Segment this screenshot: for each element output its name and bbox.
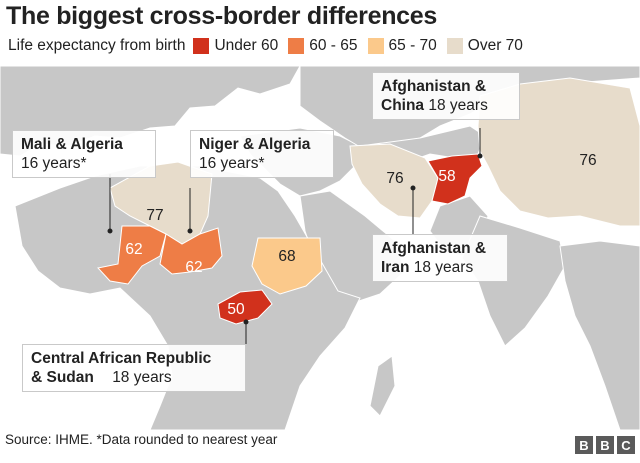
value-sudan: 68 xyxy=(278,248,295,265)
value-car: 50 xyxy=(227,301,245,318)
callout-pair: Niger & Algeria xyxy=(199,136,311,153)
callout-gap: 16 years* xyxy=(199,155,265,172)
callout-niger-algeria: Niger & Algeria 16 years* xyxy=(190,130,334,178)
country-niger xyxy=(159,227,223,275)
callout-pair: Central African Republic xyxy=(31,350,212,367)
callout-pair: China xyxy=(381,97,425,114)
legend-item-label: 60 - 65 xyxy=(309,37,358,54)
logo-letter: C xyxy=(617,436,635,454)
bbc-logo: B B C xyxy=(575,436,635,454)
legend-swatch xyxy=(367,38,384,54)
leader-lines xyxy=(107,128,483,344)
legend-item-label: 65 - 70 xyxy=(388,37,437,54)
map-area: 77 62 62 68 50 76 58 76 Mali & Algeria 1… xyxy=(0,66,640,430)
country-mali xyxy=(97,225,167,285)
callout-afghanistan-iran: Afghanistan & Iran 18 years xyxy=(372,234,508,282)
source-note: Source: IHME. *Data rounded to nearest y… xyxy=(5,432,278,447)
country-afghanistan xyxy=(427,153,483,205)
country-sudan xyxy=(251,237,323,295)
callout-mali-algeria: Mali & Algeria 16 years* xyxy=(12,130,156,178)
legend-item-under-60: Under 60 xyxy=(193,37,278,55)
callout-gap: 18 years xyxy=(428,97,488,114)
legend-item-65-70: 65 - 70 xyxy=(367,37,437,55)
chart-title: The biggest cross-border differences xyxy=(6,2,437,30)
value-afghanistan: 58 xyxy=(438,168,455,185)
value-niger: 62 xyxy=(185,259,202,276)
legend-item-label: Under 60 xyxy=(214,37,279,54)
callout-afghanistan-china: Afghanistan & China 18 years xyxy=(372,72,520,120)
legend-item-60-65: 60 - 65 xyxy=(288,37,358,55)
value-algeria: 77 xyxy=(146,207,163,224)
callout-car-sudan: Central African Republic & Sudan 18 year… xyxy=(22,344,246,392)
callout-gap: 18 years xyxy=(413,259,474,276)
value-iran: 76 xyxy=(386,170,403,187)
callout-pair: & Sudan xyxy=(31,369,94,386)
country-car xyxy=(217,289,273,325)
legend-swatch xyxy=(288,38,305,54)
callout-gap: 16 years* xyxy=(21,155,87,172)
logo-letter: B xyxy=(575,436,593,454)
callout-pair: Afghanistan & xyxy=(381,78,487,95)
callout-pair: Mali & Algeria xyxy=(21,136,123,153)
legend-swatch xyxy=(193,38,210,54)
legend-swatch xyxy=(446,38,463,54)
value-china: 76 xyxy=(579,152,596,169)
country-iran xyxy=(349,143,439,219)
value-mali: 62 xyxy=(125,241,142,258)
callout-gap: 18 years xyxy=(112,369,172,386)
legend-label: Life expectancy from birth xyxy=(8,37,186,54)
callout-pair: Afghanistan & xyxy=(381,240,487,257)
legend-item-over-70: Over 70 xyxy=(446,37,523,55)
legend: Life expectancy from birth Under 60 60 -… xyxy=(8,36,533,56)
logo-letter: B xyxy=(596,436,614,454)
callout-pair: Iran xyxy=(381,259,410,276)
legend-item-label: Over 70 xyxy=(467,37,523,54)
